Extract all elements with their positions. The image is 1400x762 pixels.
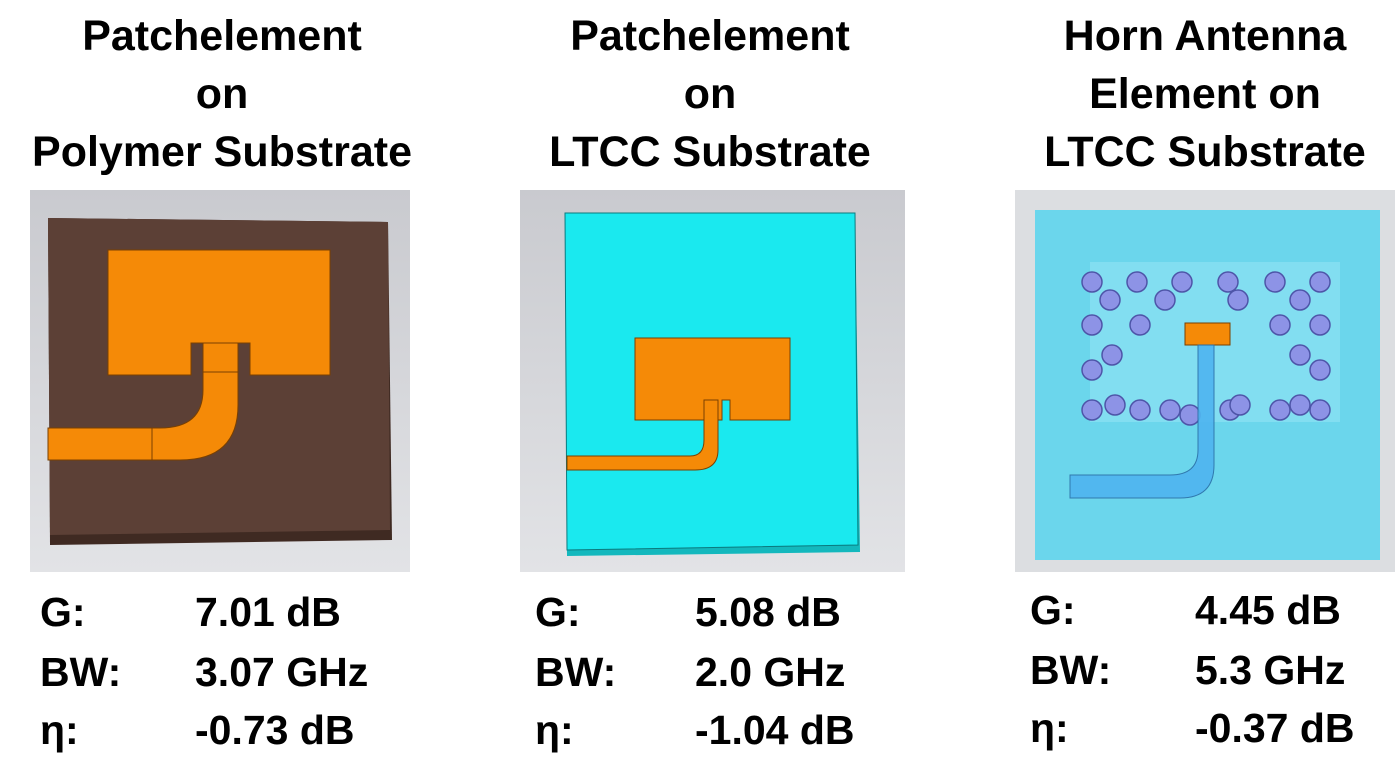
panel-title: LTCC Substrate	[1044, 128, 1366, 176]
spec-value: 4.45 dB	[1195, 587, 1341, 633]
spec-value: -0.37 dB	[1195, 705, 1355, 751]
spec-value: -1.04 dB	[695, 707, 855, 753]
ltcc-patch-render	[520, 190, 905, 572]
spec-label: η:	[535, 707, 574, 753]
spec-label: BW:	[40, 649, 121, 695]
panel-title: Patchelement	[570, 12, 850, 60]
spec-label: η:	[40, 707, 79, 753]
spec-label: BW:	[1030, 647, 1111, 693]
panel-title: Polymer Substrate	[32, 128, 412, 176]
spec-label: G:	[40, 589, 86, 635]
spec-value: 3.07 GHz	[195, 649, 368, 695]
panel-title: LTCC Substrate	[549, 128, 871, 176]
horn-antenna-render	[1015, 190, 1395, 572]
spec-value: 7.01 dB	[195, 589, 341, 635]
panel-title: on	[196, 70, 249, 118]
spec-label: BW:	[535, 649, 616, 695]
spec-value: 2.0 GHz	[695, 649, 845, 695]
panel-title: Horn Antenna	[1064, 12, 1348, 60]
polymer-patch-render	[30, 190, 410, 572]
spec-value: 5.08 dB	[695, 589, 841, 635]
spec-value: -0.73 dB	[195, 707, 355, 753]
spec-label: G:	[1030, 587, 1076, 633]
panel-title: Patchelement	[82, 12, 362, 60]
panel-title: on	[684, 70, 737, 118]
panel-title: Element on	[1089, 70, 1321, 118]
spec-value: 5.3 GHz	[1195, 647, 1345, 693]
spec-label: G:	[535, 589, 581, 635]
spec-label: η:	[1030, 705, 1069, 751]
